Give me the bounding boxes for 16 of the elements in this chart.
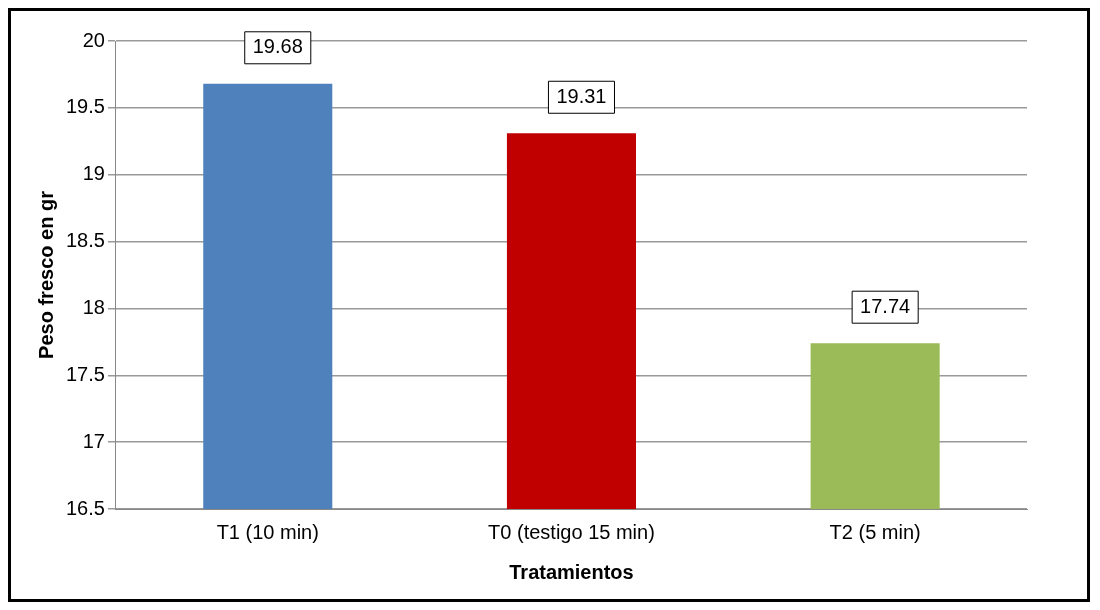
y-tick-label: 19.5 [65,95,105,118]
data-label: 17.74 [860,294,911,317]
y-tick-label: 18 [82,295,105,318]
y-tick-label: 17 [82,429,105,452]
x-tick-label: T0 (testigo 15 min) [488,520,655,543]
y-axis-title: Peso fresco en gr [34,190,57,359]
y-tick-label: 17.5 [65,362,105,385]
y-tick-label: 19 [82,162,105,185]
x-tick-label: T1 (10 min) [216,520,319,543]
y-tick-label: 18.5 [65,229,105,252]
x-tick-label: T2 (5 min) [829,520,921,543]
data-label: 19.68 [252,35,303,58]
y-tick-label: 20 [82,28,105,51]
y-tick-label: 16.5 [65,496,105,519]
data-label: 19.31 [556,84,607,107]
x-axis-title: Tratamientos [509,560,634,583]
